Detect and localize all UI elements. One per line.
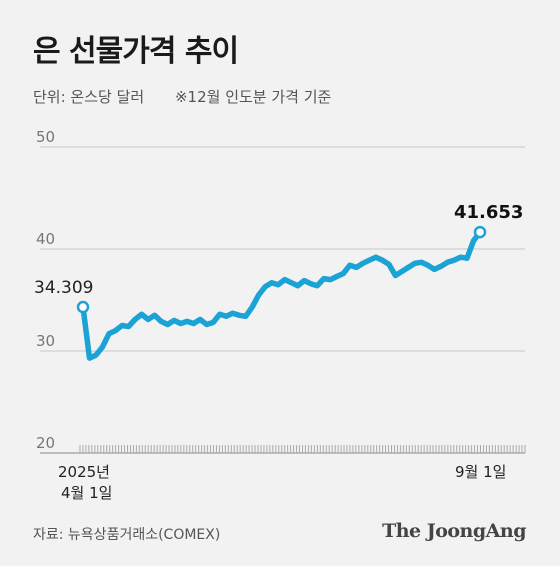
- y-tick-label: 40: [36, 230, 55, 248]
- y-tick-label: 50: [36, 128, 55, 146]
- start-value-label: 34.309: [34, 278, 93, 298]
- note-label: ※12월 인도분 가격 기준: [174, 88, 332, 106]
- brand-logo: The JoongAng: [382, 520, 526, 542]
- start-point: [76, 300, 90, 314]
- chart-subtitle: 단위: 온스당 달러 ※12월 인도분 가격 기준: [33, 86, 331, 107]
- x-tick-label-end: 9월 1일: [455, 463, 506, 481]
- chart-title: 은 선물가격 추이: [33, 34, 239, 69]
- x-tick-label-start: 2025년 4월 1일: [58, 463, 112, 502]
- y-tick-label: 30: [36, 332, 55, 350]
- end-value-label: 41.653: [454, 202, 523, 223]
- unit-label: 단위: 온스당 달러: [33, 88, 145, 106]
- end-point: [473, 225, 487, 239]
- series-line: [80, 229, 483, 361]
- y-tick-label: 20: [36, 434, 55, 452]
- source-label: 자료: 뉴욕상품거래소(COMEX): [33, 527, 221, 543]
